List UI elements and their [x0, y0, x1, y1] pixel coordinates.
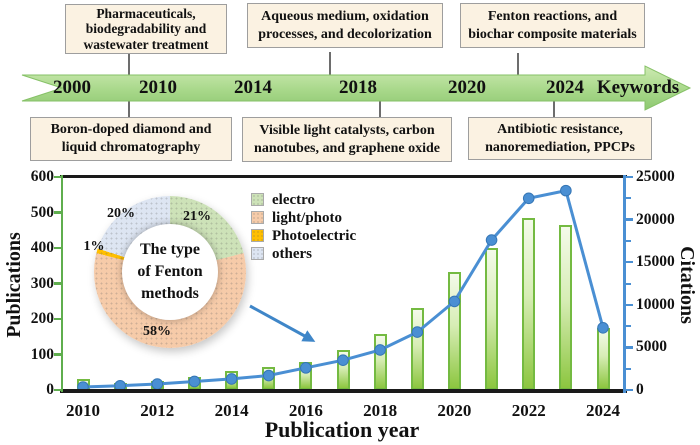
legend-label: light/photo	[272, 209, 343, 226]
line-point-2017	[337, 354, 349, 366]
line-point-2015	[262, 369, 275, 382]
bottom-spine	[60, 389, 627, 393]
legend-item-light-photo: light/photo	[251, 209, 356, 226]
right-tick-10000	[626, 303, 633, 307]
line-point-2020	[448, 295, 461, 308]
left-spine	[60, 175, 63, 392]
right-axis-title: Citations	[676, 246, 698, 324]
left-tick-label-400: 400	[30, 239, 54, 256]
right-tick-label-20000: 20000	[636, 210, 675, 228]
citations-line-chart	[77, 184, 609, 390]
donut-center-label: The type of Fenton methods	[122, 224, 218, 320]
left-tick-600	[54, 175, 61, 179]
left-tick-label-0: 0	[46, 381, 54, 398]
right-minor-tick-7500	[626, 325, 631, 328]
right-minor-tick-2500	[626, 367, 631, 370]
timeline-year-2018: 2018	[339, 77, 377, 98]
left-tick-0	[54, 388, 61, 392]
line-point-2013	[188, 375, 201, 388]
arrow-banner-shape	[21, 65, 692, 111]
x-tick-label-2018: 2018	[363, 401, 398, 420]
timeline-year-2010: 2010	[139, 77, 177, 98]
keyword-box-top-3: Fenton reactions, and biochar composite …	[460, 3, 645, 48]
x-tick-label-2024: 2024	[586, 401, 620, 420]
timeline-keywords-label: Keywords	[596, 77, 680, 98]
line-point-2024	[597, 322, 609, 334]
right-tick-25000	[626, 175, 633, 179]
left-tick-label-300: 300	[30, 274, 54, 292]
right-tick-20000	[626, 218, 633, 221]
pct-label-light-photo: 58%	[143, 324, 171, 339]
timeline-year-2024: 2024	[546, 77, 584, 98]
x-tick-label-2016: 2016	[288, 401, 323, 420]
keyword-box-bottom-3: Antibiotic resistance, nanoremediation, …	[468, 117, 652, 160]
right-spine	[623, 175, 626, 393]
legend-swatch	[251, 193, 264, 207]
right-tick-label-0: 0	[636, 381, 644, 398]
right-tick-5000	[626, 346, 633, 349]
keyword-box-bottom-1: Boron-doped diamond and liquid chromatog…	[30, 117, 232, 161]
line-point-2023	[560, 184, 572, 197]
left-tick-label-600: 600	[30, 168, 54, 185]
x-tick-label-2014: 2014	[214, 401, 249, 420]
line-point-2022	[522, 192, 535, 205]
x-tick-label-2012: 2012	[140, 401, 175, 420]
legend-swatch	[251, 211, 264, 225]
legend-label: Photoelectric	[272, 227, 357, 244]
pct-label-electro: 21%	[183, 209, 211, 224]
line-point-2021	[485, 234, 498, 246]
legend-swatch	[251, 247, 264, 261]
left-tick-500	[54, 211, 61, 214]
pct-label-photoelectric: 1%	[83, 239, 105, 254]
timeline-year-2014: 2014	[234, 77, 272, 98]
plot-area	[62, 177, 623, 390]
left-tick-200	[54, 317, 61, 321]
line-point-2012	[151, 378, 164, 390]
keyword-box-bottom-2: Visible light catalysts, carbon nanotube…	[242, 117, 452, 162]
left-tick-label-500: 500	[30, 203, 54, 221]
legend-label: others	[272, 245, 312, 262]
timeline-connector-lines	[128, 52, 555, 117]
legend-swatch	[251, 229, 264, 243]
right-tick-label-15000: 15000	[636, 253, 675, 271]
x-tick-label-2010: 2010	[66, 401, 100, 420]
right-tick-label-25000: 25000	[636, 168, 675, 185]
pct-label-others: 20%	[107, 206, 135, 221]
right-tick-label-5000: 5000	[636, 338, 667, 356]
left-tick-400	[54, 246, 61, 250]
keyword-box-top-2: Aqueous medium, oxidation processes, and…	[247, 3, 443, 48]
left-tick-label-100: 100	[30, 345, 54, 363]
right-tick-15000	[626, 260, 633, 264]
legend-label: electro	[272, 191, 316, 208]
right-tick-label-10000: 10000	[636, 295, 675, 313]
fenton-methods-donut-chart: The type of Fenton methods 21% 58% 1% 20…	[84, 196, 246, 348]
timeline-year-2020: 2020	[448, 77, 486, 98]
timeline-year-2000: 2000	[53, 77, 91, 98]
keyword-box-top-1: Pharmaceuticals, biodegradability and wa…	[65, 4, 227, 54]
line-point-2016	[300, 362, 312, 374]
legend: electro light/photo Photoelectric others	[251, 191, 357, 265]
line-point-2018	[374, 344, 386, 356]
left-tick-label-200: 200	[30, 310, 54, 327]
line-point-2010	[77, 381, 89, 390]
legend-item-photoelectric: Photoelectric	[251, 227, 357, 244]
left-tick-300	[54, 282, 61, 285]
x-tick-label-2020: 2020	[437, 401, 472, 420]
line-point-2011	[114, 379, 126, 390]
legend-item-others: others	[251, 245, 356, 262]
x-axis-title: Publication year	[264, 417, 420, 442]
right-tick-0	[626, 388, 633, 392]
line-point-2014	[225, 373, 238, 385]
x-tick-label-2022: 2022	[511, 401, 546, 420]
right-minor-tick-22500	[626, 197, 631, 200]
right-minor-tick-12500	[626, 282, 631, 285]
legend-item-electro: electro	[251, 191, 356, 208]
right-minor-tick-17500	[626, 239, 631, 242]
left-tick-100	[54, 353, 61, 356]
top-spine	[60, 175, 627, 178]
line-point-2019	[411, 326, 424, 338]
